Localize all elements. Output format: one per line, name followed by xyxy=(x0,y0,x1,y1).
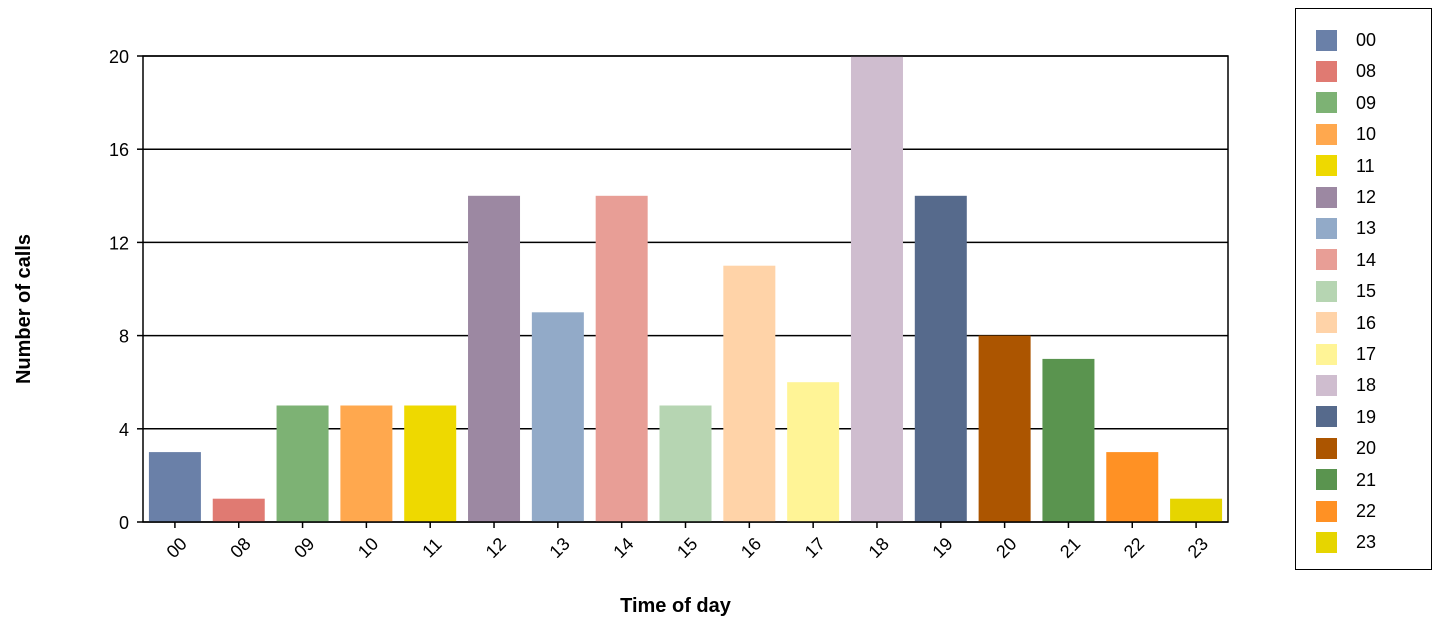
legend-label: 18 xyxy=(1356,375,1377,396)
y-tick-label: 0 xyxy=(119,513,129,533)
x-tick-label: 09 xyxy=(290,534,318,562)
legend-swatch xyxy=(1316,217,1337,239)
legend-label: 16 xyxy=(1356,312,1377,333)
x-tick-label: 11 xyxy=(418,534,445,561)
legend-label: 19 xyxy=(1356,406,1377,427)
bars xyxy=(148,56,1223,523)
legend-label: 22 xyxy=(1356,501,1377,521)
legend-item-20: 20 xyxy=(1316,436,1376,460)
legend-swatch xyxy=(1316,123,1337,145)
x-tick-label: 16 xyxy=(737,534,765,562)
bar-17 xyxy=(787,382,840,522)
x-tick-label: 22 xyxy=(1120,534,1148,562)
legend-label: 00 xyxy=(1356,30,1377,50)
x-axis-title: Time of day xyxy=(620,595,732,617)
x-tick-label: 18 xyxy=(865,534,893,562)
legend-swatch xyxy=(1316,249,1337,271)
y-tick-label: 4 xyxy=(119,420,129,440)
bar-21 xyxy=(1042,358,1095,522)
x-tick-label: 15 xyxy=(673,534,701,562)
legend-swatch xyxy=(1316,343,1337,365)
legend-item-14: 14 xyxy=(1316,248,1376,272)
legend-swatch xyxy=(1316,437,1337,459)
legend-label: 12 xyxy=(1356,187,1377,207)
legend-item-16: 16 xyxy=(1316,311,1376,335)
x-tick-label: 14 xyxy=(609,534,637,562)
bar-11 xyxy=(404,405,457,522)
x-tick-label: 20 xyxy=(992,534,1020,562)
legend-label: 09 xyxy=(1356,92,1377,113)
x-tick-label: 13 xyxy=(545,534,573,562)
legend-label: 14 xyxy=(1356,249,1377,270)
legend-item-18: 18 xyxy=(1316,373,1376,397)
legend-item-13: 13 xyxy=(1316,216,1376,240)
legend-swatch xyxy=(1316,60,1337,82)
legend-swatch xyxy=(1316,186,1337,208)
legend-item-00: 00 xyxy=(1316,28,1376,52)
legend-label: 15 xyxy=(1356,281,1377,302)
bar-10 xyxy=(340,405,393,522)
legend-label: 23 xyxy=(1356,532,1377,553)
legend-label: 10 xyxy=(1356,124,1377,145)
bar-08 xyxy=(212,498,265,522)
bar-15 xyxy=(659,405,712,522)
legend-item-21: 21 xyxy=(1316,468,1376,492)
x-tick-label: 21 xyxy=(1056,534,1084,562)
bar-18 xyxy=(850,56,903,522)
x-tick-label: 23 xyxy=(1184,534,1212,562)
legend-item-23: 23 xyxy=(1316,530,1376,554)
legend-swatch xyxy=(1316,500,1337,522)
legend-swatch xyxy=(1316,92,1337,114)
y-tick-label: 16 xyxy=(109,140,129,160)
legend-item-08: 08 xyxy=(1316,59,1376,83)
legend-item-12: 12 xyxy=(1316,185,1376,209)
legend-label: 08 xyxy=(1356,61,1377,82)
legend-item-09: 09 xyxy=(1316,91,1376,115)
bar-12 xyxy=(468,195,521,523)
bar-19 xyxy=(914,195,967,523)
legend-label: 13 xyxy=(1356,218,1377,239)
bar-00 xyxy=(148,452,201,522)
legend-item-10: 10 xyxy=(1316,122,1376,146)
x-tick-label: 00 xyxy=(163,534,191,562)
legend-swatch xyxy=(1316,469,1337,491)
bar-20 xyxy=(978,335,1031,522)
bar-23 xyxy=(1170,498,1223,522)
legend-swatch xyxy=(1316,374,1337,396)
legend-swatch xyxy=(1316,29,1337,51)
y-tick-label: 8 xyxy=(119,327,129,347)
x-axis-ticks: 00 08 09 10 11 12 13 14 15 16 17 18 19 20 21 22 23 xyxy=(163,522,1212,562)
legend-swatch xyxy=(1316,280,1337,302)
legend-label: 21 xyxy=(1356,469,1377,490)
x-tick-label: 17 xyxy=(801,534,829,562)
y-axis-title: Number of calls xyxy=(13,234,35,384)
legend-swatch xyxy=(1316,312,1337,334)
legend-swatch xyxy=(1316,531,1337,553)
legend-label: 17 xyxy=(1356,344,1377,364)
bar-22 xyxy=(1106,452,1159,522)
bar-16 xyxy=(723,265,776,522)
legend-label: 11 xyxy=(1356,155,1375,176)
bar-13 xyxy=(531,312,584,522)
x-tick-label: 12 xyxy=(482,534,510,562)
bar-09 xyxy=(276,405,329,522)
bar-14 xyxy=(595,195,648,523)
x-tick-label: 10 xyxy=(354,534,382,562)
legend-label: 20 xyxy=(1356,438,1377,459)
legend-item-17: 17 xyxy=(1316,342,1376,366)
legend-swatch xyxy=(1316,155,1337,177)
legend-swatch xyxy=(1316,406,1337,428)
legend-item-22: 22 xyxy=(1316,499,1376,523)
plot-area-frame xyxy=(142,55,1229,523)
x-tick-label: 08 xyxy=(226,534,254,562)
legend: 00 08 09 10 11 12 13 14 15 16 17 18 19 20 21 22 23 xyxy=(1295,8,1432,570)
legend-item-19: 19 xyxy=(1316,405,1376,429)
y-tick-label: 12 xyxy=(109,233,129,253)
y-tick-label: 20 xyxy=(109,47,129,67)
y-axis-ticks: 0 4 8 12 16 20 xyxy=(109,47,143,533)
legend-item-15: 15 xyxy=(1316,279,1376,303)
x-tick-label: 19 xyxy=(928,534,956,562)
legend-item-11: 11 xyxy=(1316,154,1375,178)
